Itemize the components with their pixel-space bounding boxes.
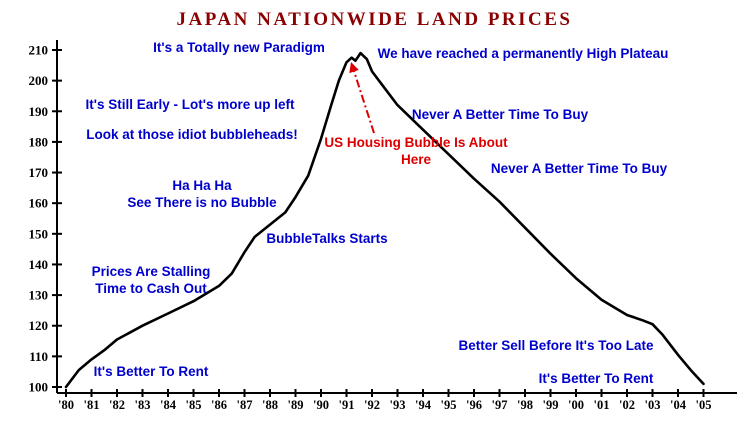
y-tick-label: 180 (29, 134, 49, 149)
x-tick-label: '81 (84, 398, 100, 412)
x-tick-label: '84 (160, 398, 177, 412)
x-tick-label: '96 (466, 398, 482, 412)
y-tick-label: 120 (29, 318, 49, 333)
y-axis: 100 110 120 130 140 150 160 170 180 190 200 210 (29, 43, 62, 395)
y-tick-label: 130 (29, 288, 49, 303)
y-tick-label: 150 (29, 226, 49, 241)
x-tick-label: '90 (313, 398, 329, 412)
y-tick-label: 110 (29, 349, 48, 364)
x-tick-label: '91 (339, 398, 355, 412)
x-tick-label: '88 (262, 398, 278, 412)
y-tick-label: 200 (29, 73, 49, 88)
x-tick-label: '80 (58, 398, 74, 412)
x-tick-label: '89 (288, 398, 304, 412)
y-tick-label: 210 (29, 43, 49, 58)
chart-title: JAPAN NATIONWIDE LAND PRICES (176, 9, 573, 30)
x-tick-label: '83 (135, 398, 151, 412)
axes (56, 40, 737, 394)
x-tick-label: '05 (696, 398, 712, 412)
x-tick-label: '94 (415, 398, 432, 412)
x-tick-label: '98 (517, 398, 533, 412)
x-tick-label: '82 (109, 398, 125, 412)
x-tick-label: '86 (211, 398, 227, 412)
y-tick-label: 100 (29, 380, 49, 395)
bubble-arrow-head (349, 62, 359, 74)
y-tick-label: 190 (29, 104, 49, 119)
x-tick-label: '04 (670, 398, 687, 412)
price-line (64, 51, 705, 389)
x-tick-label: '99 (543, 398, 559, 412)
y-tick-label: 160 (29, 196, 49, 211)
x-tick-label: '02 (619, 398, 635, 412)
x-tick-label: '00 (568, 398, 584, 412)
x-tick-label: '92 (364, 398, 380, 412)
x-tick-label: '93 (390, 398, 406, 412)
x-tick-label: '87 (237, 398, 253, 412)
x-tick-label: '01 (594, 398, 610, 412)
bubble-arrow-line (350, 61, 375, 134)
x-tick-label: '97 (492, 398, 508, 412)
x-tick-label: '03 (645, 398, 661, 412)
x-tick-label: '85 (186, 398, 202, 412)
y-tick-label: 140 (29, 257, 49, 272)
x-tick-label: '95 (441, 398, 457, 412)
y-tick-label: 170 (29, 165, 49, 180)
x-axis: '80 '81 '82 '83 '84 '85 '86 '87 '88 '89 '90 '91 '92 '… (58, 389, 711, 412)
